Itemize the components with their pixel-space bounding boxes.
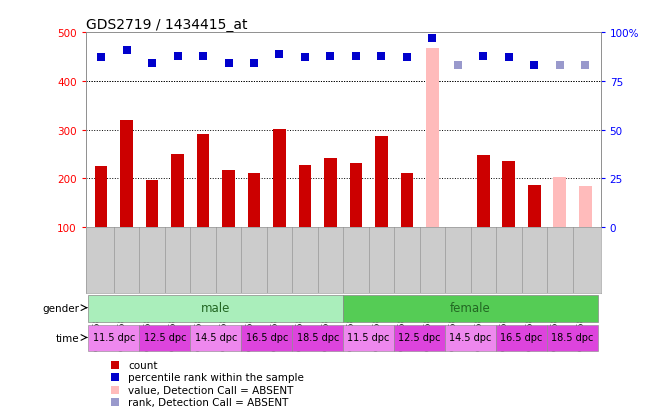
- Text: 16.5 dpc: 16.5 dpc: [500, 332, 543, 343]
- Bar: [394, 325, 445, 351]
- Text: 11.5 dpc: 11.5 dpc: [92, 332, 135, 343]
- Bar: [547, 325, 598, 351]
- Text: value, Detection Call = ABSENT: value, Detection Call = ABSENT: [128, 385, 294, 395]
- Text: 14.5 dpc: 14.5 dpc: [195, 332, 237, 343]
- Point: [147, 61, 157, 67]
- Text: male: male: [201, 301, 230, 314]
- Bar: [350, 164, 362, 228]
- Point: [172, 53, 183, 60]
- Bar: [197, 134, 209, 228]
- Bar: [120, 121, 133, 228]
- Bar: [502, 162, 515, 228]
- Point: [350, 53, 361, 60]
- Point: [223, 61, 234, 67]
- Bar: [190, 325, 242, 351]
- Bar: [426, 49, 439, 228]
- Text: time: time: [55, 333, 79, 343]
- Bar: [445, 325, 496, 351]
- Point: [453, 63, 463, 69]
- Point: [580, 63, 591, 69]
- Bar: [88, 325, 139, 351]
- Bar: [343, 295, 598, 322]
- Bar: [171, 154, 184, 228]
- Text: count: count: [128, 360, 158, 370]
- Bar: [248, 173, 261, 228]
- Text: 16.5 dpc: 16.5 dpc: [246, 332, 288, 343]
- Bar: [477, 156, 490, 228]
- Bar: [528, 186, 541, 228]
- Bar: [146, 180, 158, 228]
- Point: [96, 55, 106, 62]
- Bar: [554, 178, 566, 228]
- Bar: [222, 170, 235, 228]
- Point: [121, 47, 132, 54]
- Bar: [298, 165, 312, 228]
- Text: GDS2719 / 1434415_at: GDS2719 / 1434415_at: [86, 18, 248, 32]
- Point: [504, 55, 514, 62]
- Bar: [579, 187, 591, 228]
- Point: [402, 55, 412, 62]
- Bar: [139, 325, 190, 351]
- Point: [198, 53, 209, 60]
- Point: [478, 53, 488, 60]
- Point: [300, 55, 310, 62]
- Text: 18.5 dpc: 18.5 dpc: [296, 332, 339, 343]
- Text: 12.5 dpc: 12.5 dpc: [144, 332, 186, 343]
- Point: [529, 63, 540, 69]
- Bar: [324, 159, 337, 228]
- Text: percentile rank within the sample: percentile rank within the sample: [128, 373, 304, 382]
- Text: 18.5 dpc: 18.5 dpc: [551, 332, 594, 343]
- Point: [249, 61, 259, 67]
- Bar: [242, 325, 292, 351]
- Text: rank, Detection Call = ABSENT: rank, Detection Call = ABSENT: [128, 397, 288, 407]
- Bar: [273, 130, 286, 228]
- Text: female: female: [450, 301, 491, 314]
- Bar: [95, 167, 108, 228]
- Bar: [496, 325, 547, 351]
- Text: 14.5 dpc: 14.5 dpc: [449, 332, 492, 343]
- Bar: [343, 325, 394, 351]
- Bar: [292, 325, 343, 351]
- Text: 12.5 dpc: 12.5 dpc: [399, 332, 441, 343]
- Text: 11.5 dpc: 11.5 dpc: [348, 332, 390, 343]
- Point: [376, 53, 387, 60]
- Point: [325, 53, 336, 60]
- Point: [274, 51, 284, 58]
- Bar: [401, 173, 413, 228]
- Bar: [88, 295, 343, 322]
- Point: [554, 63, 565, 69]
- Point: [427, 36, 438, 42]
- Bar: [375, 137, 388, 228]
- Text: gender: gender: [42, 304, 79, 313]
